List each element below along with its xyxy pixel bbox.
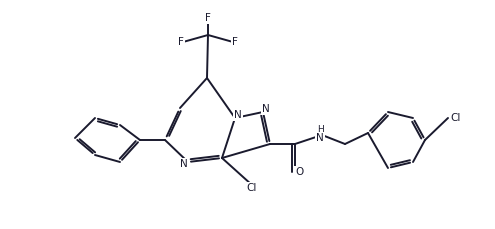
Text: F: F <box>178 37 184 47</box>
Text: N: N <box>262 104 270 114</box>
Text: Cl: Cl <box>247 183 257 193</box>
Text: O: O <box>295 167 303 177</box>
Text: N: N <box>180 159 188 169</box>
Text: F: F <box>232 37 238 47</box>
Text: Cl: Cl <box>451 113 461 123</box>
Text: H: H <box>317 125 323 134</box>
Text: N: N <box>234 110 242 120</box>
Text: F: F <box>205 13 211 23</box>
Text: N: N <box>316 133 324 143</box>
